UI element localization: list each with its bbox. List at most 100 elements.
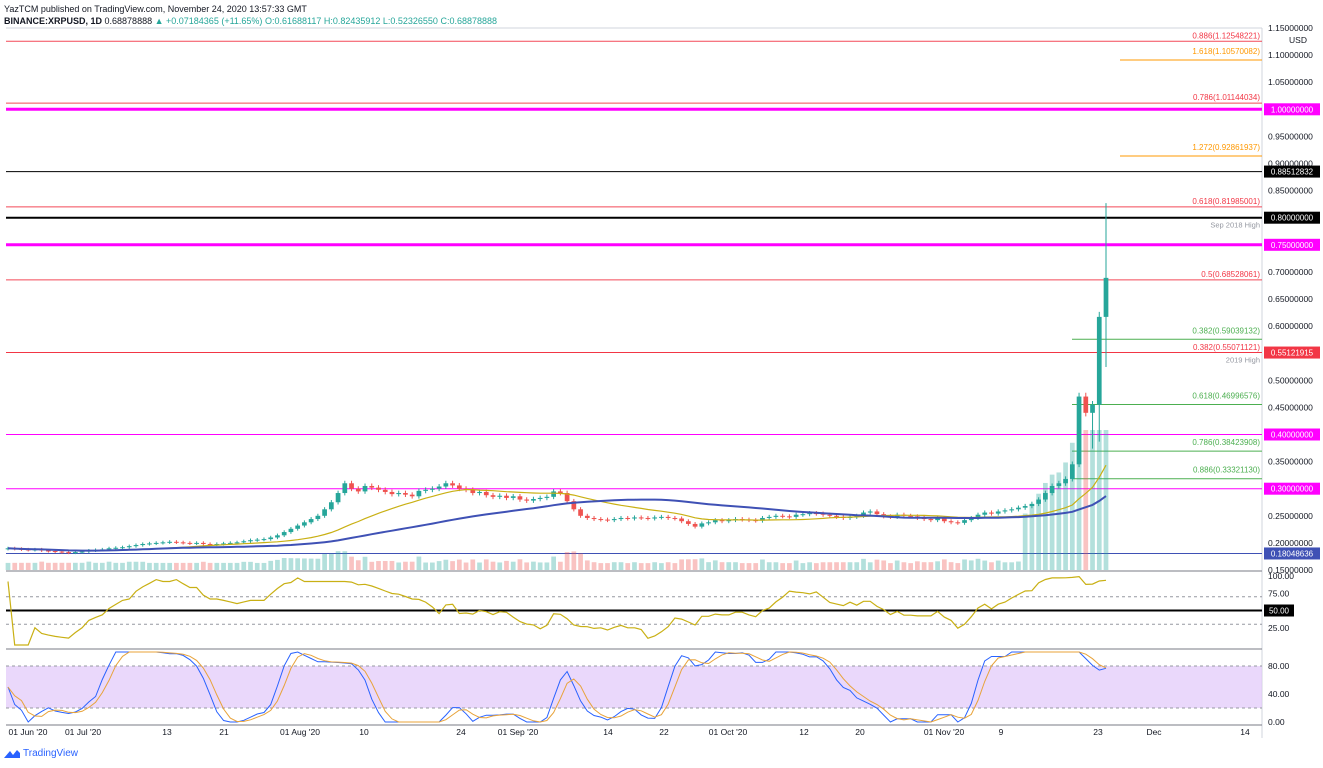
candle-body [369, 485, 375, 488]
candle-body [106, 548, 112, 550]
volume-bar [874, 559, 880, 570]
volume-bar [632, 562, 637, 570]
volume-bar [1009, 562, 1015, 570]
volume-bar [450, 561, 455, 570]
volume-bar [5, 562, 11, 570]
candle-body [113, 547, 119, 549]
candle-body [989, 512, 994, 514]
volume-bar [174, 562, 179, 570]
volume-bar [915, 561, 920, 570]
volume-bar [241, 561, 247, 570]
last-price: 0.68878888 [104, 16, 153, 26]
volume-bar [39, 561, 45, 570]
candle-body [787, 516, 792, 518]
candle-body [699, 523, 705, 527]
rsi-tick-label: 100.00 [1268, 571, 1294, 581]
fib-label: 0.382(0.55071121) [1193, 343, 1260, 352]
candle-body [73, 552, 78, 554]
candle-body [558, 491, 563, 494]
price-tick-label: 0.35000000 [1268, 457, 1313, 467]
price-badge [1264, 428, 1320, 441]
candle-body [1043, 493, 1048, 500]
time-tick-label: 9 [999, 727, 1004, 737]
price-tick-label: 1.10000000 [1268, 50, 1313, 60]
volume-bar [1043, 482, 1048, 570]
candle-body [490, 495, 496, 497]
candle-body [187, 542, 193, 544]
volume-bar [712, 560, 718, 570]
candle-body [874, 511, 880, 515]
volume-bar [200, 561, 206, 570]
volume-bar [652, 562, 658, 570]
time-tick-label: 12 [799, 727, 809, 737]
volume-bar [389, 560, 395, 570]
fib-label: 0.618(0.81985001) [1192, 197, 1260, 206]
price-badge-label: 0.55121915 [1271, 349, 1314, 358]
volume-bar [46, 562, 51, 570]
candle-body [537, 497, 543, 499]
price-badge-label: 0.30000000 [1271, 485, 1314, 494]
volume-bar [908, 563, 914, 570]
volume-bar [962, 559, 967, 570]
volume-bar [477, 562, 482, 570]
candle-body [1002, 510, 1008, 512]
candle-body [160, 542, 166, 544]
candle-body [685, 521, 691, 524]
volume-bar [1103, 430, 1109, 570]
candle-body [551, 491, 556, 497]
volume-bar [355, 560, 361, 570]
volume-bar [490, 561, 496, 570]
volume-bar [982, 560, 988, 570]
price-badge-label: 0.80000000 [1271, 214, 1314, 223]
candle-body [982, 512, 988, 515]
candle-body [928, 519, 934, 521]
candle-body [52, 551, 58, 553]
volume-bar [692, 559, 698, 570]
price-tick-label: 0.65000000 [1268, 294, 1313, 304]
moving-average-fast [7, 464, 1107, 552]
footer-brand[interactable]: TradingView [4, 748, 78, 759]
candle-body [659, 516, 664, 518]
candle-body [436, 486, 442, 489]
volume-bar [99, 562, 105, 570]
candle-body [275, 535, 280, 538]
rsi-tick-label: 25.00 [1268, 623, 1290, 633]
candle-body [584, 515, 590, 518]
stoch-k-line [7, 651, 1107, 723]
volume-bar [207, 562, 213, 570]
volume-bar [1076, 430, 1082, 570]
candle-body [456, 485, 462, 489]
candle-body [423, 489, 429, 491]
volume-bar [888, 563, 893, 570]
candle-body [416, 490, 422, 497]
volume-bar [221, 562, 226, 570]
candle-body [443, 483, 449, 487]
volume-bar [153, 562, 159, 570]
volume-bar [531, 561, 536, 570]
stoch-band [6, 666, 1262, 708]
volume-bar [989, 562, 994, 570]
candle-body [335, 493, 341, 503]
price-badge [1264, 238, 1320, 251]
volume-bar [1022, 513, 1028, 570]
volume-bar [59, 562, 65, 570]
candle-body [194, 542, 199, 544]
candle-body [409, 494, 415, 497]
volume-bar [571, 551, 577, 570]
volume-bar [403, 561, 408, 570]
volume-bar [672, 563, 678, 570]
candle-body [1022, 506, 1028, 508]
candle-body [342, 483, 348, 494]
time-tick-label: 01 Aug '20 [280, 727, 320, 737]
fib-label: 0.886(0.33321130) [1193, 466, 1260, 475]
time-tick-label: 21 [219, 727, 229, 737]
candle-body [908, 515, 914, 517]
candle-body [1009, 509, 1015, 511]
candle-body [564, 493, 570, 502]
candle-body [571, 501, 577, 510]
candle-body [948, 521, 954, 523]
candle-body [524, 499, 530, 501]
candle-body [403, 493, 408, 495]
candle-body [632, 517, 637, 519]
